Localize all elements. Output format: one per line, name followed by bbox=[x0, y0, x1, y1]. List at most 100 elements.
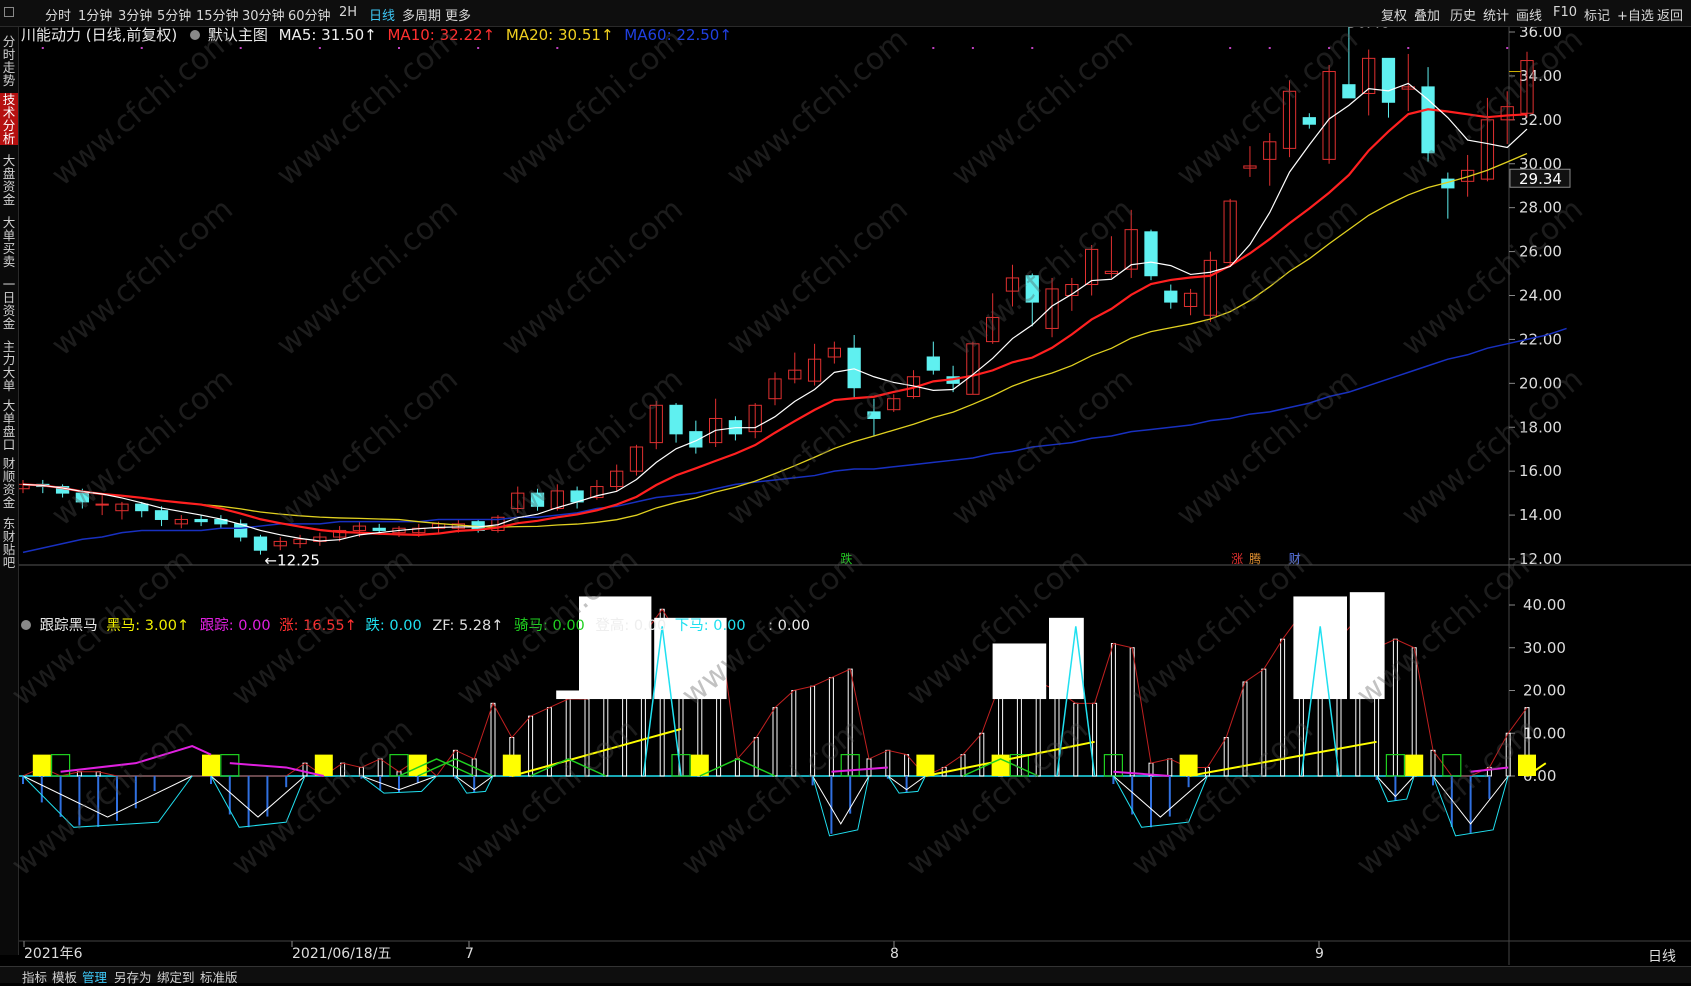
signal-dot bbox=[1229, 47, 1232, 49]
period-label[interactable]: 日线 bbox=[1648, 949, 1676, 965]
ind-neg-cyan-line bbox=[454, 775, 494, 794]
toolbar-right-item-8[interactable]: 返回 bbox=[1657, 9, 1684, 24]
toolbar-item-10[interactable]: 更多 bbox=[445, 9, 472, 24]
ind-cyan-spike bbox=[1300, 626, 1340, 777]
candle-body bbox=[352, 525, 367, 531]
layout-icon[interactable] bbox=[4, 7, 14, 17]
indicator-dropdown-icon[interactable] bbox=[21, 620, 31, 630]
toolbar-item-4[interactable]: 15分钟 bbox=[196, 9, 239, 24]
candle-body bbox=[1243, 165, 1257, 169]
toolbar-item-7[interactable]: 2H bbox=[339, 5, 358, 20]
ind-bar bbox=[979, 732, 985, 777]
toolbar-right-item-7[interactable]: +自选 bbox=[1617, 9, 1654, 24]
sidebar-item-2[interactable]: 大盘资金 bbox=[2, 153, 16, 207]
ind-yellow-square bbox=[1405, 754, 1424, 776]
sidebar-item-0[interactable]: 分时走势 bbox=[2, 34, 16, 88]
toolbar-item-6[interactable]: 60分钟 bbox=[288, 9, 331, 24]
sidebar-item-1[interactable]: 技术分析 bbox=[0, 93, 18, 145]
low-price-label: ←12.25 bbox=[264, 552, 320, 570]
sidebar-item-6[interactable]: 大单盘口 bbox=[2, 398, 16, 452]
sidebar-item-5[interactable]: 主力大单 bbox=[2, 339, 16, 393]
ind-bar bbox=[1505, 732, 1511, 777]
candle-body bbox=[1342, 84, 1356, 99]
ind-axis-label: 10.00 bbox=[1523, 724, 1566, 742]
date-axis-label: 2021年6 bbox=[24, 946, 83, 962]
toolbar-item-9[interactable]: 多周期 bbox=[402, 9, 442, 24]
toolbar-item-2[interactable]: 3分钟 bbox=[118, 9, 153, 24]
xiama-value: 下马: 0.00 bbox=[674, 618, 746, 634]
stock-title[interactable]: 川能动力 (日线,前复权) bbox=[21, 26, 178, 44]
candle-body bbox=[115, 503, 129, 512]
candle-body bbox=[491, 516, 505, 531]
ind-green-square bbox=[1385, 754, 1406, 777]
candle-body bbox=[788, 369, 802, 380]
signal-dot bbox=[1328, 47, 1331, 49]
candle-body bbox=[174, 518, 188, 525]
ma5-label: MA5: 31.50↑ bbox=[278, 26, 377, 44]
indicator-header: 跟踪黑马 黑马: 3.00↑ 跟踪: 0.00 涨: 16.55↑ 跌: 0.0… bbox=[21, 614, 810, 635]
toolbar-right-item-2[interactable]: 历史 bbox=[1450, 9, 1477, 24]
candle-body bbox=[1124, 229, 1138, 270]
ind-bar bbox=[810, 685, 816, 777]
candle-body bbox=[1164, 290, 1178, 303]
candle-body bbox=[748, 404, 762, 433]
ind-neg-cyan-line bbox=[1432, 775, 1509, 837]
ma10-line bbox=[22, 108, 1528, 536]
toolbar-item-1[interactable]: 1分钟 bbox=[78, 9, 113, 24]
ind-neg-cyan-line bbox=[812, 775, 870, 837]
toolbar-right-item-4[interactable]: 画线 bbox=[1516, 9, 1543, 24]
marker-cai: 财 bbox=[1289, 552, 1301, 566]
toolbar-right-item-1[interactable]: 叠加 bbox=[1414, 9, 1441, 24]
bottom-tab-4[interactable]: 绑定到 bbox=[157, 970, 195, 985]
candle-body bbox=[768, 378, 782, 400]
toolbar-right-item-5[interactable]: F10 bbox=[1553, 5, 1578, 20]
current-price-label: 29.34 bbox=[1519, 170, 1562, 188]
indicator-name[interactable]: 跟踪黑马 bbox=[39, 618, 98, 634]
sidebar-item-4[interactable]: 一日资金 bbox=[2, 277, 16, 331]
ind-yellow-line bbox=[1526, 762, 1547, 777]
bottom-tab-1[interactable]: 模板 bbox=[52, 970, 78, 985]
candle-body bbox=[986, 316, 1000, 343]
signal-dot bbox=[1268, 47, 1271, 49]
sidebar-item-8[interactable]: 东财贴吧 bbox=[2, 516, 16, 570]
signal-dot bbox=[140, 47, 143, 49]
candle-body bbox=[867, 411, 881, 419]
price-axis-label: 30.00 bbox=[1519, 155, 1562, 173]
sidebar-item-7[interactable]: 财顺资金 bbox=[2, 456, 16, 510]
toolbar-right-item-6[interactable]: 标记 bbox=[1584, 9, 1611, 24]
ind-bar bbox=[377, 758, 383, 777]
marker-zhang: 涨 bbox=[1231, 551, 1243, 566]
signal-dot bbox=[971, 47, 974, 49]
toolbar-right-item-3[interactable]: 统计 bbox=[1483, 9, 1510, 24]
ind-magenta-line bbox=[1470, 766, 1509, 773]
template-label[interactable]: 默认主图 bbox=[207, 26, 268, 44]
ind-neg-cyan-line bbox=[887, 775, 926, 794]
candle-body bbox=[332, 529, 347, 538]
ind-bar bbox=[1129, 647, 1135, 777]
toolbar-item-3[interactable]: 5分钟 bbox=[157, 9, 192, 24]
candle-body bbox=[273, 540, 287, 547]
price-axis-label: 24.00 bbox=[1519, 287, 1562, 305]
candle-body bbox=[669, 404, 683, 435]
signal-dot bbox=[1407, 47, 1410, 49]
toolbar-right-item-0[interactable]: 复权 bbox=[1381, 9, 1408, 24]
sidebar-item-3[interactable]: 大单买卖 bbox=[2, 215, 16, 269]
bottom-tab-2[interactable]: 管理 bbox=[82, 970, 108, 985]
ind-yellow-square bbox=[32, 754, 51, 776]
ind-neg-white-line bbox=[22, 775, 193, 818]
chart-area[interactable]: 36.00 34.00 32.00 30.00 28.00 26.00 24.00 22.00… bbox=[19, 27, 1691, 965]
ind-green-square bbox=[840, 754, 860, 777]
ind-axis-label: 20.00 bbox=[1523, 682, 1566, 700]
price-axis-label: 26.00 bbox=[1519, 243, 1562, 261]
ind-bar bbox=[885, 749, 891, 777]
toolbar-item-5[interactable]: 30分钟 bbox=[242, 9, 285, 24]
bottom-tab-5[interactable]: 标准版 bbox=[200, 970, 238, 985]
toolbar-item-0[interactable]: 分时 bbox=[45, 9, 72, 24]
bottom-tab-3[interactable]: 另存为 bbox=[114, 970, 152, 985]
bottom-tab-0[interactable]: 指标 bbox=[22, 970, 48, 985]
template-icon[interactable] bbox=[190, 30, 201, 40]
ind-bar bbox=[734, 758, 740, 777]
toolbar-item-8[interactable]: 日线 bbox=[369, 9, 396, 24]
ma5-line bbox=[22, 82, 1528, 542]
ind-yellow-square bbox=[408, 754, 427, 776]
